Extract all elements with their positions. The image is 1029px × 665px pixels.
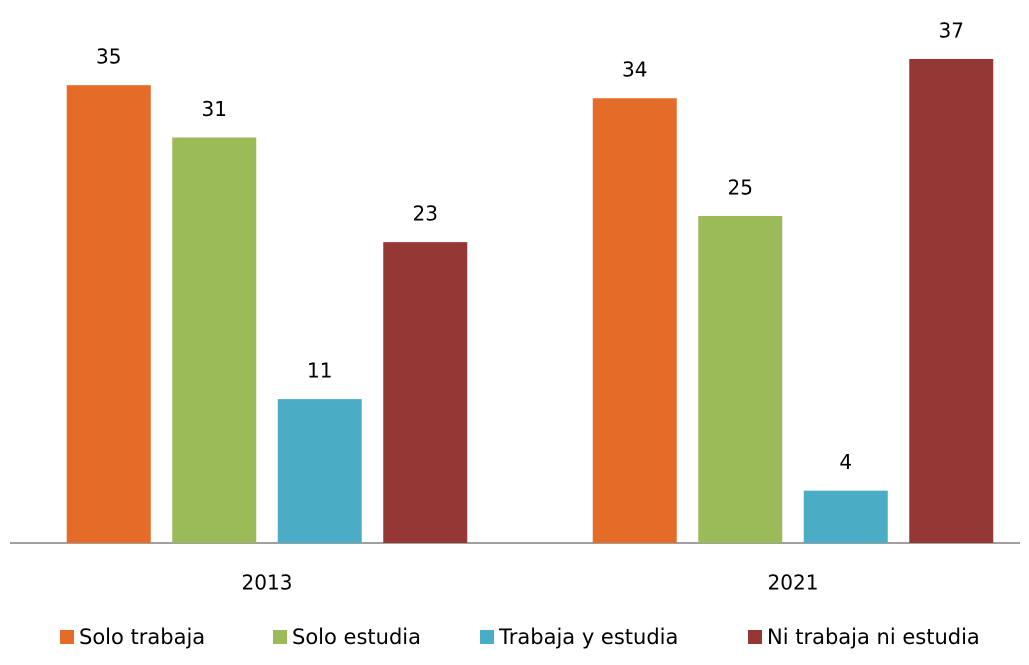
data-label: 31 <box>202 97 227 121</box>
bar <box>172 137 257 543</box>
bar <box>698 215 783 544</box>
legend-label: Solo estudia <box>292 625 421 649</box>
legend-swatch <box>273 630 287 644</box>
bar <box>277 399 362 543</box>
bar <box>592 98 677 544</box>
legend-swatch <box>480 630 494 644</box>
data-label: 35 <box>96 45 121 69</box>
legend-swatch <box>60 630 74 644</box>
x-tick-label: 2021 <box>768 571 819 595</box>
legend-swatch <box>748 630 762 644</box>
data-label: 34 <box>622 58 647 82</box>
data-label: 11 <box>307 359 332 383</box>
legend-label: Trabaja y estudia <box>498 625 678 649</box>
data-label: 4 <box>839 450 852 474</box>
bar <box>383 242 468 543</box>
bar <box>909 59 994 543</box>
bar <box>803 490 888 543</box>
data-label: 25 <box>728 175 753 199</box>
bar <box>66 85 151 543</box>
data-label: 37 <box>939 19 964 43</box>
legend-label: Solo trabaja <box>79 625 205 649</box>
data-label: 23 <box>413 202 438 226</box>
x-tick-label: 2013 <box>242 571 293 595</box>
legend-label: Ni trabaja ni estudia <box>767 625 980 649</box>
